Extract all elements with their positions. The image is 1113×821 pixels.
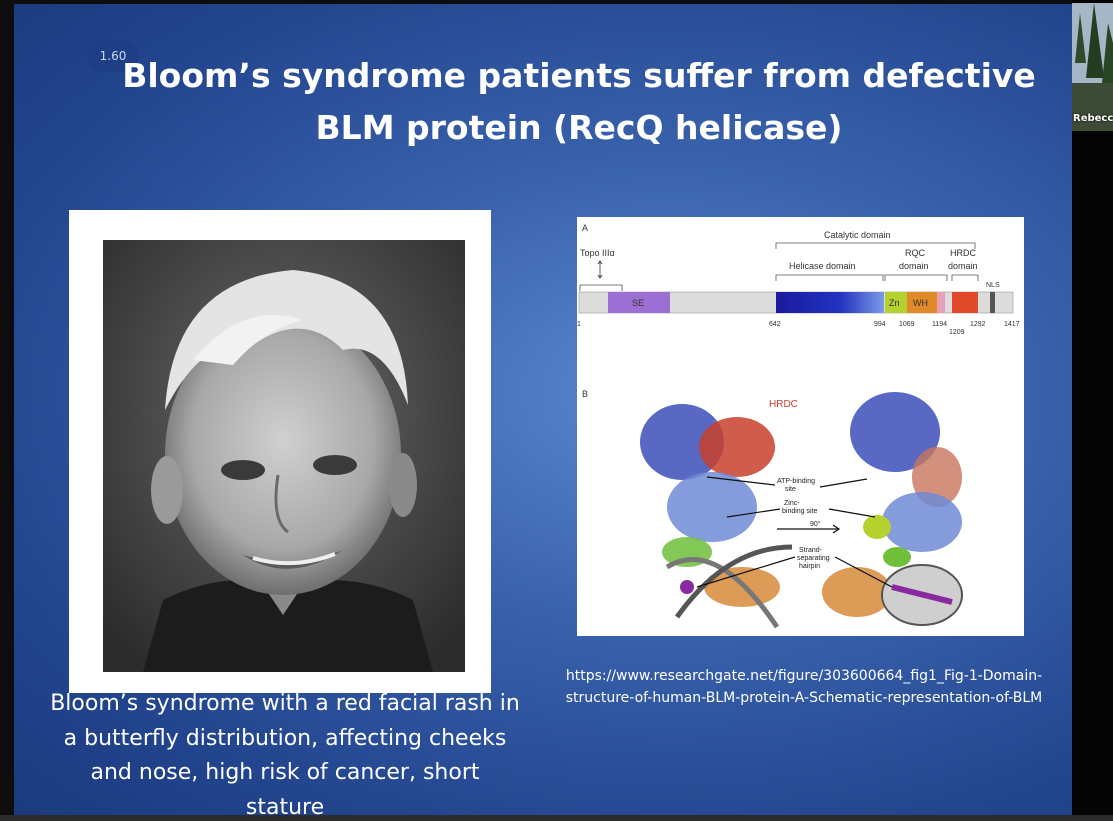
- atp-label-2: site: [785, 486, 796, 493]
- rotation-label: 90°: [810, 520, 821, 528]
- catalytic-domain-label: Catalytic domain: [824, 230, 891, 240]
- pos-994: 994: [874, 321, 886, 328]
- atp-label-1: ATP-binding: [777, 478, 815, 485]
- rqc-label-2: domain: [899, 261, 929, 271]
- caption-line-2: a butterfly distribution, affecting chee…: [63, 725, 507, 751]
- participant-video-thumbnail[interactable]: Rebecc: [1072, 3, 1113, 131]
- hrdc-label-1: HRDC: [950, 248, 976, 258]
- zn-domain: [885, 292, 907, 313]
- topo-label: Topo IIIα: [580, 248, 615, 258]
- hrdc-label-2: domain: [948, 261, 978, 271]
- photo-caption: Bloom’s syndrome with a red facial rash …: [50, 687, 520, 815]
- helicase-domain-block: [776, 292, 884, 313]
- rqc-label-1: RQC: [905, 248, 926, 258]
- pos-1: 1: [577, 321, 581, 328]
- title-line-2: BLM protein (RecQ helicase): [315, 108, 843, 147]
- hrdc-domain: [952, 292, 978, 313]
- slide: 1.60 Bloom’s syndrome patients suffer fr…: [14, 4, 1072, 815]
- zn-label: Zn: [889, 298, 900, 308]
- protein-structure-right: [822, 392, 963, 626]
- patient-photo-frame: [69, 210, 491, 693]
- strand-label-3: hairpin: [799, 563, 820, 570]
- pos-642: 642: [769, 321, 781, 328]
- zinc-label-2: binding site: [782, 508, 818, 515]
- pos-1292: 1292: [970, 321, 986, 328]
- panel-a-label: A: [582, 223, 588, 233]
- caption-line-1: Bloom’s syndrome with a red facial rash …: [50, 691, 520, 716]
- right-rail: [1072, 0, 1113, 821]
- strand-label-1: Strand-: [799, 547, 823, 554]
- participant-name: Rebecc: [1073, 113, 1113, 124]
- bottom-edge-bar: [0, 815, 1113, 821]
- zinc-label-1: Zinc-: [784, 500, 800, 507]
- nls-label: NLS: [986, 282, 1000, 289]
- pos-1194: 1194: [932, 321, 947, 328]
- hrdc-structure-label: HRDC: [769, 399, 798, 410]
- pos-1417: 1417: [1004, 321, 1020, 328]
- source-url: https://www.researchgate.net/figure/3036…: [534, 665, 1072, 709]
- patient-photo: [103, 240, 465, 672]
- strand-label-2: separating: [797, 555, 830, 562]
- slide-number-badge: 1.60: [88, 40, 138, 72]
- blm-domain-figure: A Catalytic domain Topo IIIα Helicase do…: [577, 217, 1024, 636]
- helicase-domain-label: Helicase domain: [789, 261, 856, 271]
- nls-block: [990, 292, 995, 313]
- url-line-2: structure-of-human-BLM-protein-A-Schemat…: [565, 690, 1043, 706]
- panel-b-label: B: [582, 389, 588, 399]
- protein-structure-left: [640, 404, 793, 629]
- url-line-1: https://www.researchgate.net/figure/3036…: [565, 668, 1043, 684]
- pos-1069: 1069: [899, 321, 915, 328]
- pos-1209: 1209: [949, 329, 965, 336]
- caption-line-3: and nose, high risk of cancer, short: [90, 760, 480, 785]
- wh-label: WH: [913, 298, 928, 308]
- se-label: SE: [632, 298, 644, 308]
- slide-title: Bloom’s syndrome patients suffer from de…: [114, 50, 1044, 154]
- rqc-extra: [937, 292, 945, 313]
- title-line-1: Bloom’s syndrome patients suffer from de…: [122, 56, 1036, 95]
- wh-domain: [907, 292, 937, 313]
- caption-line-4: stature: [245, 794, 325, 816]
- se-domain: [608, 292, 670, 313]
